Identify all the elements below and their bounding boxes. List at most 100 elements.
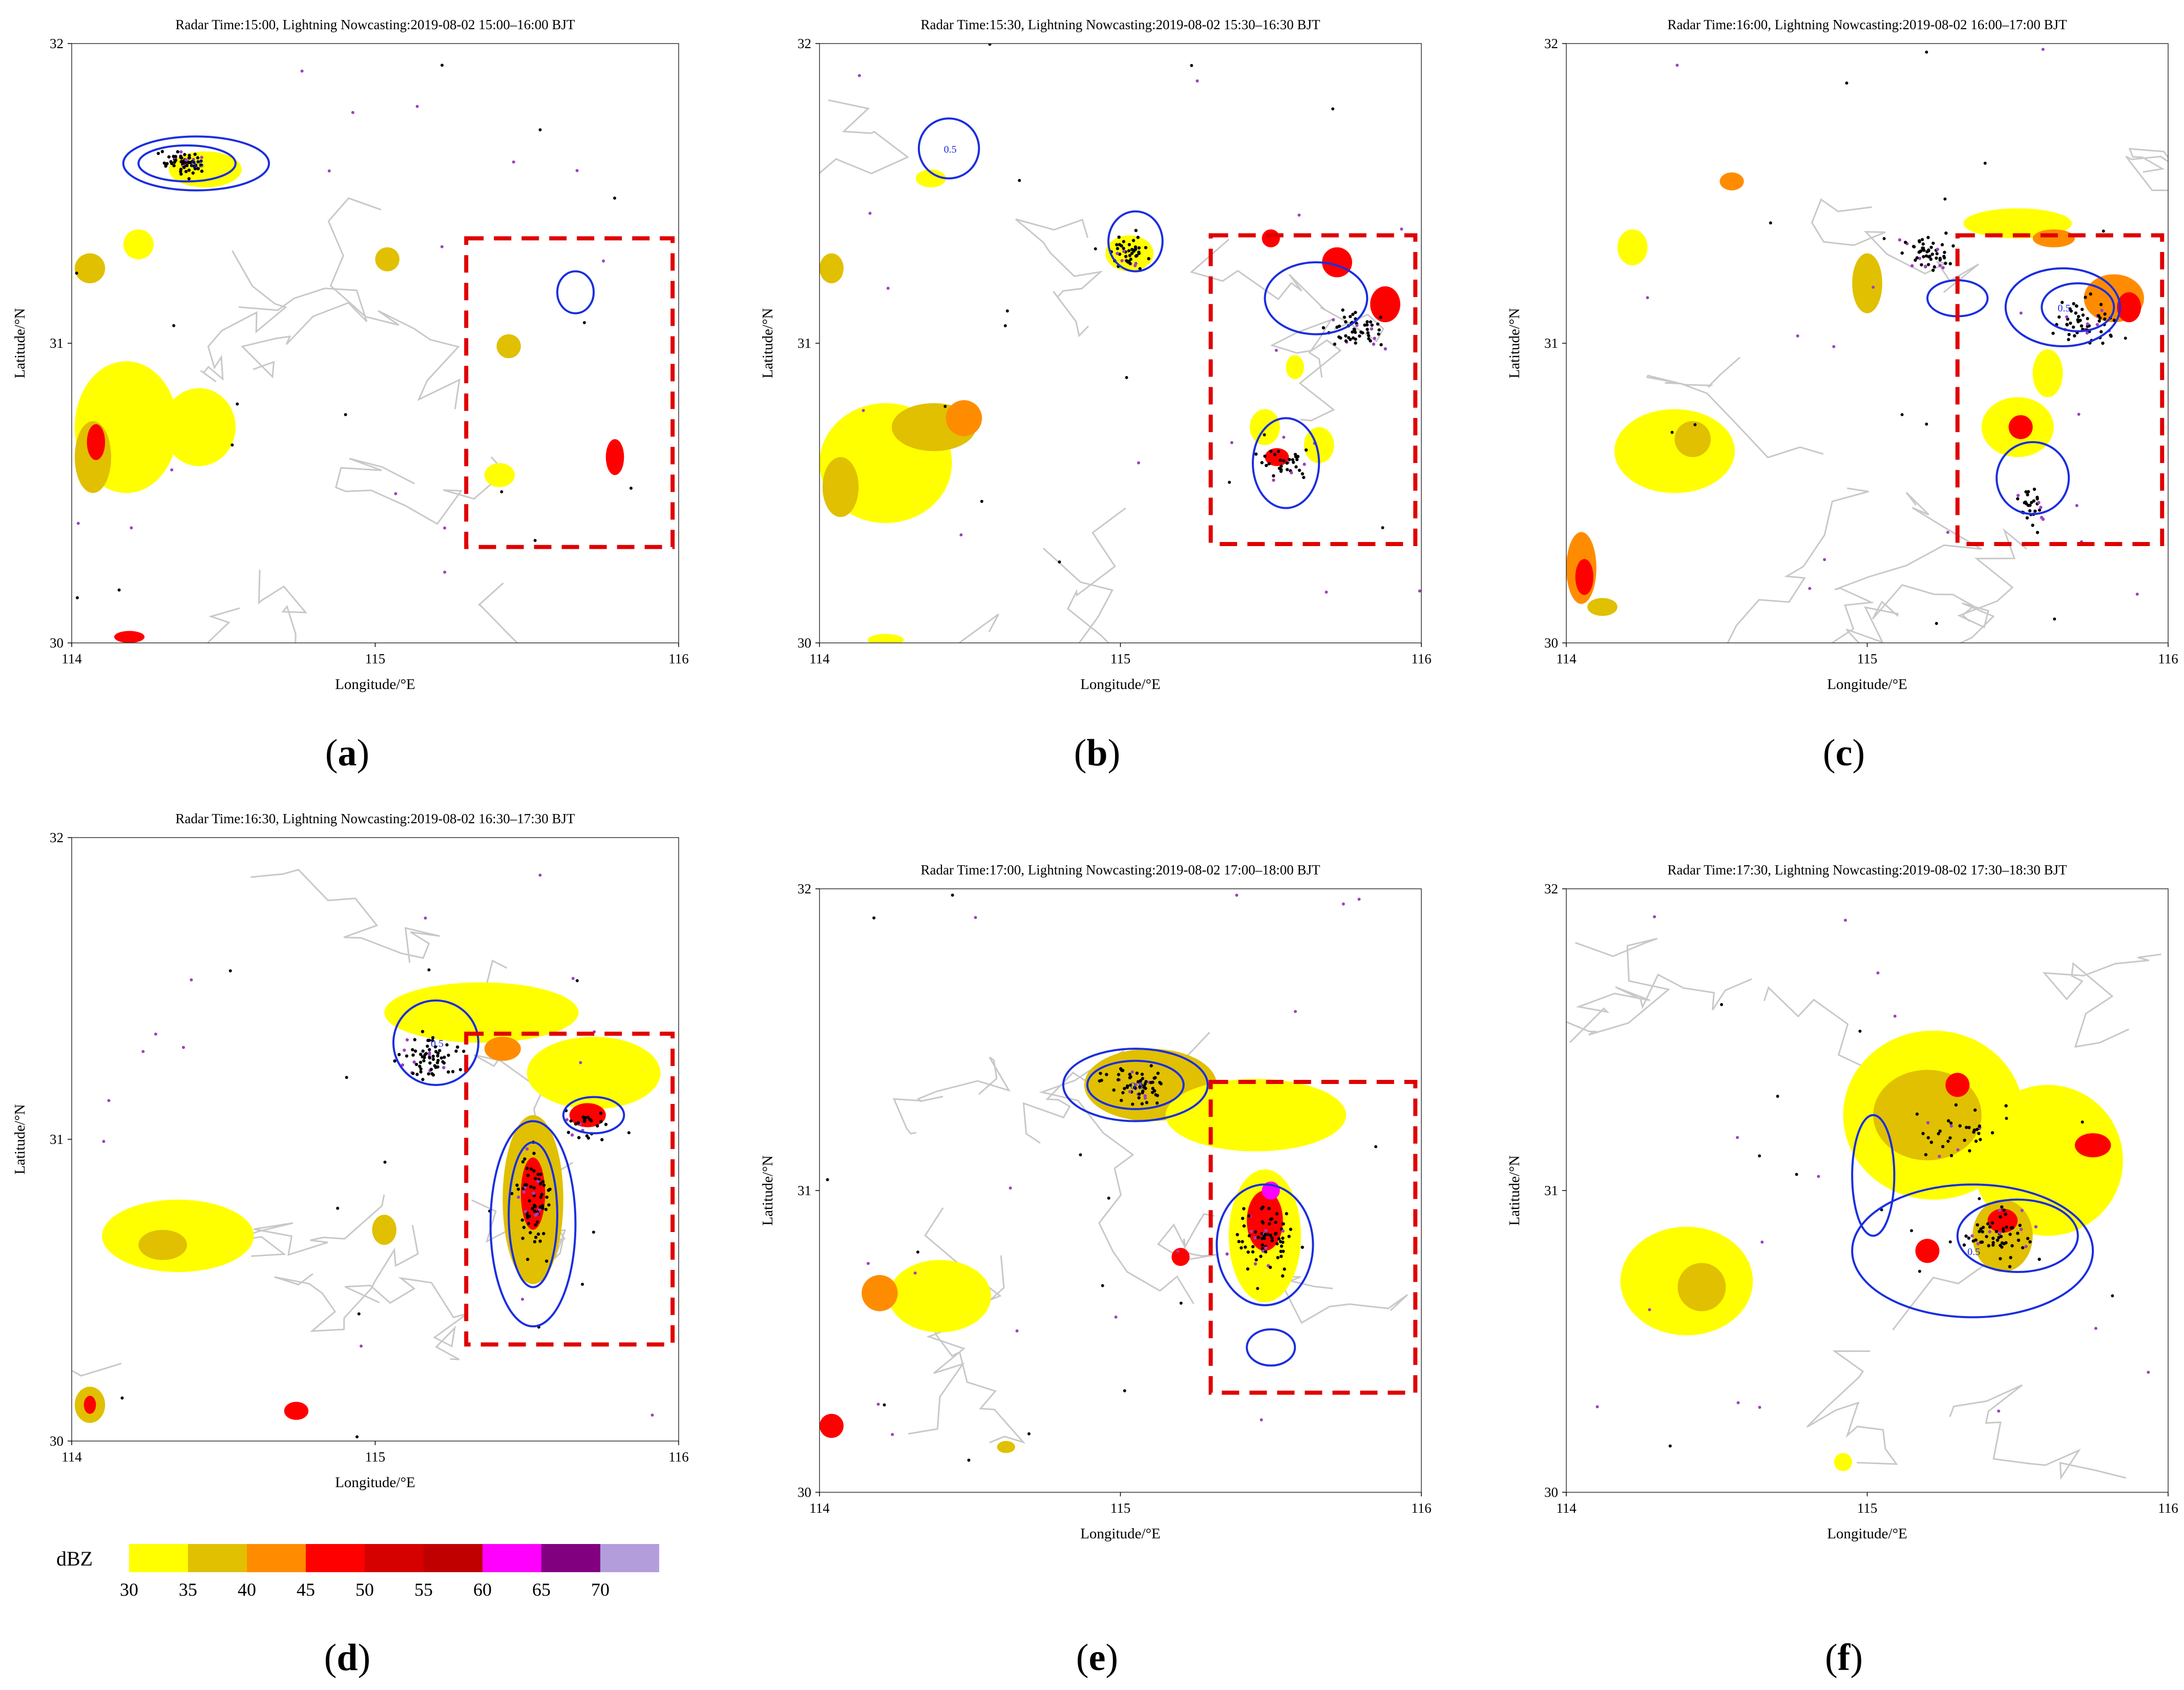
- lightning-point: [526, 1214, 529, 1217]
- lightning-point: [1882, 237, 1886, 240]
- reflectivity-cell: [162, 388, 236, 466]
- reflectivity-cell: [1834, 1453, 1853, 1471]
- y-tick-label: 30: [50, 635, 64, 651]
- lightning-point: [1264, 1250, 1268, 1254]
- lightning-point: [2111, 1294, 2114, 1298]
- lightning-point: [1946, 531, 1949, 534]
- lightning-point: [187, 154, 191, 157]
- x-tick-label: 114: [809, 651, 830, 666]
- lightning-point: [531, 1207, 534, 1211]
- boundary-line: [274, 1225, 419, 1332]
- y-tick-label: 31: [50, 1132, 64, 1147]
- lightning-point: [1266, 1233, 1270, 1236]
- focus-region-box: [1208, 1079, 1418, 1395]
- lightning-point: [1259, 1418, 1263, 1422]
- lightning-point: [1139, 1079, 1143, 1082]
- lightning-point: [2021, 1246, 2025, 1249]
- lightning-point: [1736, 1401, 1740, 1405]
- lightning-point: [1922, 255, 1925, 259]
- lightning-point: [1948, 1240, 1952, 1244]
- reflectivity-cell: [997, 1441, 1015, 1453]
- reflectivity-cell: [1370, 286, 1400, 323]
- lightning-point: [1374, 1145, 1378, 1149]
- lightning-point: [1264, 1246, 1268, 1250]
- boundary-line: [471, 1199, 566, 1259]
- lightning-point: [588, 1117, 592, 1121]
- lightning-point: [447, 1070, 450, 1074]
- lightning-point: [2028, 1240, 2032, 1244]
- reflectivity-cell: [1852, 253, 1882, 314]
- legend-swatch: [541, 1544, 600, 1572]
- lightning-point: [193, 167, 197, 171]
- contour-label: 0.5: [1967, 1246, 1980, 1258]
- lightning-point: [1282, 1249, 1285, 1253]
- probability-contour: [1851, 1183, 2094, 1319]
- boundary-line: [1569, 973, 1752, 1044]
- lightning-point: [436, 1058, 440, 1062]
- lightning-point: [1281, 1229, 1285, 1233]
- lightning-point: [536, 1220, 539, 1224]
- boundary-line: [1811, 198, 1979, 293]
- lightning-point: [581, 1283, 584, 1286]
- lightning-point: [415, 105, 419, 108]
- lightning-point: [1251, 1250, 1255, 1254]
- y-axis-label: Latitude/°N: [12, 1104, 28, 1174]
- lightning-point: [1122, 240, 1126, 243]
- lightning-point: [1268, 1265, 1272, 1269]
- lightning-point: [1954, 1103, 1958, 1107]
- lightning-point: [1344, 339, 1348, 343]
- x-tick-label: 114: [1556, 651, 1577, 666]
- lightning-point: [1974, 1238, 1978, 1242]
- lightning-point: [539, 1195, 543, 1199]
- lightning-point: [1951, 244, 1955, 248]
- lightning-point: [1297, 468, 1301, 472]
- reflectivity-cell: [123, 229, 154, 260]
- lightning-point: [1929, 1140, 1934, 1144]
- lightning-point: [182, 165, 186, 170]
- lightning-point: [172, 164, 176, 168]
- y-tick-label: 30: [50, 1433, 64, 1449]
- lightning-point: [1247, 1214, 1251, 1218]
- lightning-point: [1287, 1235, 1291, 1238]
- y-tick-label: 32: [50, 830, 64, 845]
- lightning-point: [187, 156, 191, 160]
- boundary-line: [1566, 937, 1671, 1036]
- lightning-point: [1920, 263, 1923, 267]
- lightning-point: [345, 1076, 348, 1079]
- lightning-point: [1237, 1240, 1241, 1243]
- y-axis-label: Latitude/°N: [1506, 1155, 1523, 1225]
- lightning-point: [393, 1059, 396, 1063]
- lightning-point: [1274, 1220, 1277, 1224]
- probability-contour: [1264, 261, 1369, 336]
- lightning-point: [1925, 422, 1928, 426]
- lightning-point: [1147, 257, 1150, 261]
- lightning-point: [1115, 243, 1119, 246]
- lightning-point: [1351, 312, 1355, 316]
- lightning-point: [1377, 332, 1380, 336]
- lightning-point: [436, 1054, 439, 1058]
- lightning-point: [357, 1312, 361, 1316]
- lightning-point: [1926, 236, 1930, 239]
- lightning-point: [2103, 317, 2107, 321]
- lightning-point: [1303, 463, 1306, 466]
- lightning-point: [1249, 1229, 1253, 1233]
- lightning-point: [1116, 252, 1119, 255]
- panel-title: Radar Time:15:30, Lightning Nowcasting:2…: [921, 17, 1320, 32]
- lightning-point: [1341, 308, 1345, 312]
- lightning-point: [120, 1396, 124, 1400]
- lightning-point: [1910, 264, 1914, 268]
- y-tick-label: 32: [797, 36, 811, 51]
- lightning-point: [1941, 266, 1945, 269]
- lightning-point: [1924, 264, 1927, 268]
- lightning-point: [1964, 1234, 1968, 1238]
- lightning-point: [576, 1121, 580, 1125]
- boundary-line: [200, 250, 287, 383]
- lightning-point: [2025, 516, 2029, 520]
- lightning-point: [405, 1054, 409, 1058]
- boundary-line: [1646, 357, 1824, 458]
- lightning-point: [1922, 248, 1926, 252]
- lightning-point: [1974, 1139, 1978, 1143]
- legend-swatch: [306, 1544, 365, 1572]
- lightning-point: [1918, 240, 1921, 244]
- lightning-point: [2099, 330, 2103, 333]
